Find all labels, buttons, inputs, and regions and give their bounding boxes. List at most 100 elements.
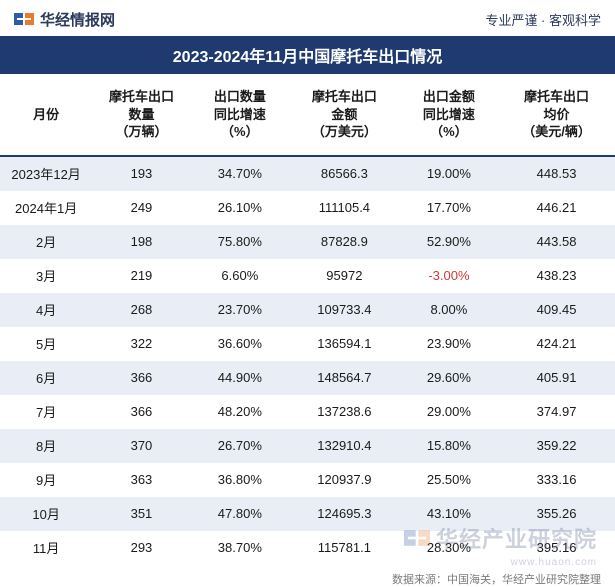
cell-month: 2023年12月 [0, 156, 92, 191]
cell-price: 333.16 [498, 463, 615, 497]
cell-month: 7月 [0, 395, 92, 429]
table-row: 2月19875.80%87828.952.90%443.58 [0, 225, 615, 259]
cell-qty: 268 [92, 293, 190, 327]
table-header: 月份 摩托车出口数量（万辆） 出口数量同比增速（%） 摩托车出口金额（万美元） … [0, 74, 615, 156]
cell-month: 3月 [0, 259, 92, 293]
cell-qty-growth: 48.20% [191, 395, 289, 429]
cell-month: 4月 [0, 293, 92, 327]
cell-price: 355.26 [498, 497, 615, 531]
cell-qty: 198 [92, 225, 190, 259]
cell-qty: 249 [92, 191, 190, 225]
cell-qty: 366 [92, 361, 190, 395]
cell-qty-growth: 38.70% [191, 531, 289, 565]
cell-qty-growth: 44.90% [191, 361, 289, 395]
cell-qty-growth: 23.70% [191, 293, 289, 327]
cell-value: 109733.4 [289, 293, 400, 327]
cell-val-growth: -3.00% [400, 259, 498, 293]
col-header-val-growth: 出口金额同比增速（%） [400, 74, 498, 156]
col-header-qty-growth: 出口数量同比增速（%） [191, 74, 289, 156]
cell-price: 424.21 [498, 327, 615, 361]
cell-val-growth: 8.00% [400, 293, 498, 327]
cell-qty: 293 [92, 531, 190, 565]
brand-logo-icon [14, 9, 34, 29]
cell-val-growth: 15.80% [400, 429, 498, 463]
cell-price: 438.23 [498, 259, 615, 293]
cell-value: 115781.1 [289, 531, 400, 565]
page-header: 华经情报网 专业严谨 · 客观科学 [0, 0, 615, 36]
cell-month: 8月 [0, 429, 92, 463]
cell-val-growth: 25.50% [400, 463, 498, 497]
cell-price: 405.91 [498, 361, 615, 395]
table-row: 3月2196.60%95972-3.00%438.23 [0, 259, 615, 293]
cell-value: 87828.9 [289, 225, 400, 259]
cell-value: 132910.4 [289, 429, 400, 463]
cell-qty-growth: 36.60% [191, 327, 289, 361]
col-header-price: 摩托车出口均价（美元/辆） [498, 74, 615, 156]
cell-qty: 219 [92, 259, 190, 293]
table-row: 2023年12月19334.70%86566.319.00%448.53 [0, 156, 615, 191]
cell-value: 148564.7 [289, 361, 400, 395]
cell-price: 395.16 [498, 531, 615, 565]
data-source: 数据来源：中国海关，华经产业研究院整理 [0, 565, 615, 587]
cell-qty: 363 [92, 463, 190, 497]
col-header-month: 月份 [0, 74, 92, 156]
col-header-qty: 摩托车出口数量（万辆） [92, 74, 190, 156]
table-row: 6月36644.90%148564.729.60%405.91 [0, 361, 615, 395]
tagline: 专业严谨 · 客观科学 [485, 10, 601, 29]
table-row: 4月26823.70%109733.48.00%409.45 [0, 293, 615, 327]
brand: 华经情报网 [14, 9, 115, 30]
cell-val-growth: 43.10% [400, 497, 498, 531]
cell-val-growth: 17.70% [400, 191, 498, 225]
brand-text: 华经情报网 [40, 9, 115, 30]
cell-value: 120937.9 [289, 463, 400, 497]
cell-month: 5月 [0, 327, 92, 361]
cell-qty: 366 [92, 395, 190, 429]
cell-value: 95972 [289, 259, 400, 293]
cell-value: 136594.1 [289, 327, 400, 361]
cell-month: 6月 [0, 361, 92, 395]
cell-value: 111105.4 [289, 191, 400, 225]
cell-price: 446.21 [498, 191, 615, 225]
cell-qty-growth: 6.60% [191, 259, 289, 293]
table-row: 7月36648.20%137238.629.00%374.97 [0, 395, 615, 429]
cell-price: 409.45 [498, 293, 615, 327]
data-table-wrap: 月份 摩托车出口数量（万辆） 出口数量同比增速（%） 摩托车出口金额（万美元） … [0, 74, 615, 565]
cell-qty: 193 [92, 156, 190, 191]
cell-qty-growth: 34.70% [191, 156, 289, 191]
col-header-value: 摩托车出口金额（万美元） [289, 74, 400, 156]
cell-qty-growth: 47.80% [191, 497, 289, 531]
table-row: 10月35147.80%124695.343.10%355.26 [0, 497, 615, 531]
cell-month: 11月 [0, 531, 92, 565]
cell-val-growth: 28.30% [400, 531, 498, 565]
cell-qty-growth: 26.10% [191, 191, 289, 225]
cell-qty-growth: 26.70% [191, 429, 289, 463]
table-row: 2024年1月24926.10%111105.417.70%446.21 [0, 191, 615, 225]
cell-qty: 370 [92, 429, 190, 463]
cell-month: 10月 [0, 497, 92, 531]
cell-value: 86566.3 [289, 156, 400, 191]
cell-month: 2024年1月 [0, 191, 92, 225]
table-row: 11月29338.70%115781.128.30%395.16 [0, 531, 615, 565]
table-body: 2023年12月19334.70%86566.319.00%448.532024… [0, 156, 615, 565]
cell-month: 9月 [0, 463, 92, 497]
cell-price: 443.58 [498, 225, 615, 259]
cell-qty: 351 [92, 497, 190, 531]
cell-price: 448.53 [498, 156, 615, 191]
table-row: 8月37026.70%132910.415.80%359.22 [0, 429, 615, 463]
cell-price: 359.22 [498, 429, 615, 463]
cell-val-growth: 52.90% [400, 225, 498, 259]
table-row: 5月32236.60%136594.123.90%424.21 [0, 327, 615, 361]
cell-qty-growth: 36.80% [191, 463, 289, 497]
cell-month: 2月 [0, 225, 92, 259]
table-row: 9月36336.80%120937.925.50%333.16 [0, 463, 615, 497]
cell-value: 124695.3 [289, 497, 400, 531]
cell-val-growth: 23.90% [400, 327, 498, 361]
cell-qty-growth: 75.80% [191, 225, 289, 259]
cell-value: 137238.6 [289, 395, 400, 429]
cell-val-growth: 29.60% [400, 361, 498, 395]
export-table: 月份 摩托车出口数量（万辆） 出口数量同比增速（%） 摩托车出口金额（万美元） … [0, 74, 615, 565]
cell-price: 374.97 [498, 395, 615, 429]
cell-val-growth: 29.00% [400, 395, 498, 429]
cell-val-growth: 19.00% [400, 156, 498, 191]
table-title: 2023-2024年11月中国摩托车出口情况 [0, 36, 615, 74]
